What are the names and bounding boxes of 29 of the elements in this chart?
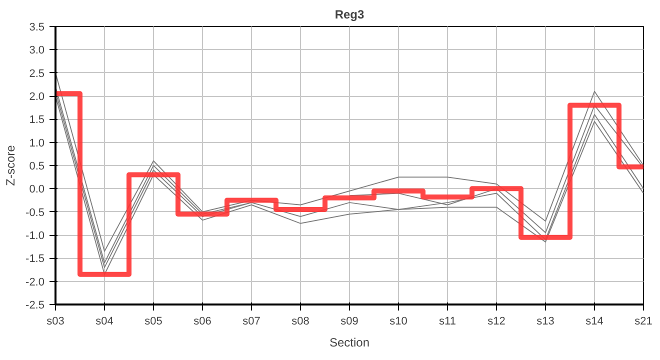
x-tick-label: s21 [634,316,652,328]
x-tick-label: s11 [439,316,456,328]
x-tick-label: s08 [292,316,310,328]
y-tick-label: -2.0 [26,276,45,288]
y-tick-label: 2.5 [29,68,45,80]
y-tick-label: -1.0 [26,230,45,242]
y-tick-label: -1.5 [26,253,45,266]
x-tick-label: s05 [144,316,162,328]
x-tick-label: s04 [96,316,114,328]
x-tick-label: s13 [536,316,554,328]
chart-title: Reg3 [334,8,364,22]
x-tick-label: s06 [194,316,212,328]
y-tick-label: 0.0 [29,184,45,196]
x-tick-label: s12 [488,316,506,328]
y-tick-label: 3.5 [29,22,45,34]
x-tick-label: s10 [390,316,408,328]
x-tick-label: s14 [586,316,604,328]
x-axis-title: Section [329,336,370,350]
x-tick-label: s07 [242,316,260,328]
y-tick-label: 2.0 [29,91,45,103]
y-tick-label: 0.5 [29,160,45,172]
y-tick-label: -2.5 [26,300,45,312]
y-tick-label: 1.0 [29,137,45,150]
x-tick-label: s03 [46,316,64,328]
x-tick-label: s09 [340,316,358,328]
y-axis-title: Z-score [4,144,18,186]
y-tick-label: 3.0 [29,44,45,57]
y-tick-label: 1.5 [29,114,45,126]
y-tick-label: -0.5 [26,206,45,219]
